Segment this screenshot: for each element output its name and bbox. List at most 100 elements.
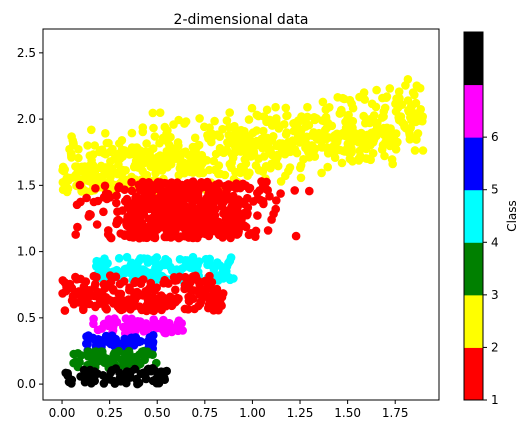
- data-point: [175, 254, 185, 264]
- data-point: [207, 277, 217, 287]
- data-point: [167, 178, 176, 188]
- data-point: [171, 285, 180, 295]
- data-point: [143, 365, 152, 375]
- data-point: [75, 180, 85, 190]
- data-point: [60, 306, 70, 315]
- data-point: [183, 192, 192, 202]
- x-axis: 0.00 0.25 0.50 0.75 1.00 1.25 1.50 1.75: [49, 400, 409, 420]
- data-point: [180, 119, 189, 128]
- data-point: [280, 149, 290, 159]
- data-point: [355, 146, 365, 156]
- data-point: [321, 115, 331, 124]
- data-point: [91, 279, 100, 289]
- data-point: [222, 116, 232, 125]
- data-point: [218, 124, 227, 134]
- data-point: [87, 358, 97, 368]
- data-point: [347, 148, 356, 157]
- colorbar-tick-label: 1: [491, 393, 499, 407]
- data-point: [361, 118, 370, 128]
- data-point: [218, 233, 227, 242]
- scatter-points: [58, 75, 428, 389]
- data-point: [203, 130, 212, 140]
- data-point: [174, 294, 183, 303]
- data-point: [290, 186, 300, 195]
- data-point: [149, 306, 159, 316]
- data-point: [244, 115, 254, 124]
- data-point: [359, 88, 369, 97]
- data-point: [165, 318, 174, 328]
- data-point: [74, 153, 83, 163]
- data-point: [276, 189, 285, 198]
- data-point: [123, 202, 133, 211]
- data-point: [148, 108, 158, 118]
- y-tick-label: 1.0: [17, 245, 36, 259]
- data-point: [273, 161, 283, 171]
- data-point: [81, 277, 91, 286]
- data-point: [258, 196, 268, 206]
- data-point: [100, 181, 110, 191]
- data-point: [378, 93, 387, 103]
- data-point: [330, 135, 340, 144]
- data-point: [141, 374, 151, 384]
- data-point: [74, 145, 83, 154]
- y-tick-label: 0.0: [17, 377, 36, 391]
- data-point: [203, 198, 212, 208]
- colorbar-segment: [464, 242, 483, 296]
- data-point: [152, 319, 161, 328]
- data-point: [75, 357, 84, 367]
- data-point: [296, 173, 306, 183]
- data-point: [205, 123, 214, 132]
- data-point: [318, 97, 328, 107]
- data-point: [58, 289, 67, 298]
- colorbar-segment: [464, 189, 483, 243]
- data-point: [96, 145, 105, 155]
- data-point: [145, 334, 154, 343]
- data-point: [348, 157, 357, 166]
- data-point: [251, 226, 261, 236]
- data-point: [163, 256, 173, 266]
- data-point: [303, 112, 312, 122]
- data-point: [194, 164, 203, 173]
- data-point: [109, 334, 118, 343]
- data-point: [191, 181, 201, 191]
- data-point: [373, 118, 382, 128]
- data-point: [117, 136, 127, 145]
- data-point: [323, 162, 333, 172]
- data-point: [114, 253, 124, 263]
- data-point: [358, 136, 367, 146]
- data-point: [220, 194, 230, 204]
- data-point: [317, 143, 327, 152]
- data-point: [91, 302, 100, 312]
- data-point: [148, 144, 158, 153]
- data-point: [180, 231, 189, 241]
- data-point: [369, 111, 379, 120]
- data-point: [82, 339, 91, 349]
- colorbar-tick-label: 4: [491, 235, 499, 249]
- data-point: [272, 196, 281, 205]
- data-point: [82, 193, 91, 203]
- data-point: [98, 371, 108, 380]
- data-point: [219, 148, 228, 158]
- y-tick-label: 2.0: [17, 112, 36, 126]
- data-point: [284, 166, 293, 176]
- data-point: [176, 215, 185, 225]
- data-point: [252, 110, 262, 120]
- x-tick-label: 0.00: [49, 406, 76, 420]
- data-point: [146, 278, 156, 288]
- data-point: [154, 158, 164, 168]
- data-point: [179, 148, 189, 157]
- data-point: [134, 256, 144, 266]
- colorbar-tick-label: 5: [491, 183, 499, 197]
- x-tick-label: 1.50: [334, 406, 361, 420]
- data-point: [134, 378, 144, 388]
- data-point: [85, 209, 94, 219]
- data-point: [207, 137, 216, 147]
- data-point: [110, 314, 119, 323]
- data-point: [336, 108, 345, 117]
- data-point: [163, 298, 172, 308]
- data-point: [385, 84, 395, 93]
- data-point: [99, 279, 109, 289]
- data-point: [263, 226, 273, 235]
- data-point: [251, 161, 261, 170]
- data-point: [248, 128, 258, 138]
